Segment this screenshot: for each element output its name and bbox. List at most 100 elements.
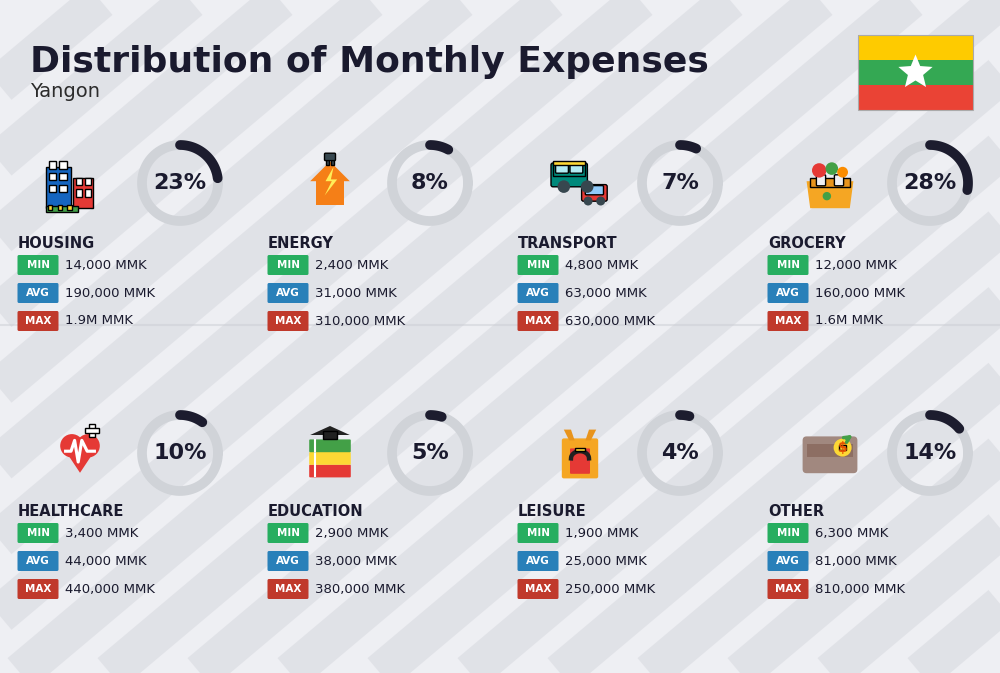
- FancyBboxPatch shape: [551, 163, 587, 187]
- Circle shape: [558, 180, 570, 193]
- Text: MIN: MIN: [276, 260, 300, 270]
- Text: AVG: AVG: [26, 288, 50, 298]
- Text: MIN: MIN: [526, 528, 550, 538]
- FancyBboxPatch shape: [58, 205, 62, 210]
- FancyBboxPatch shape: [268, 579, 308, 599]
- FancyBboxPatch shape: [59, 185, 66, 192]
- FancyBboxPatch shape: [839, 445, 846, 450]
- Text: 810,000 MMK: 810,000 MMK: [815, 583, 905, 596]
- FancyBboxPatch shape: [268, 255, 308, 275]
- Text: 14%: 14%: [903, 443, 957, 463]
- FancyBboxPatch shape: [48, 173, 56, 180]
- Text: 6,300 MMK: 6,300 MMK: [815, 526, 888, 540]
- FancyBboxPatch shape: [518, 579, 558, 599]
- Text: EDUCATION: EDUCATION: [268, 503, 364, 518]
- FancyBboxPatch shape: [18, 579, 58, 599]
- FancyBboxPatch shape: [326, 157, 329, 165]
- Text: MAX: MAX: [275, 316, 301, 326]
- Text: 630,000 MMK: 630,000 MMK: [565, 314, 655, 328]
- Text: MAX: MAX: [275, 584, 301, 594]
- Text: 1,900 MMK: 1,900 MMK: [565, 526, 638, 540]
- Text: AVG: AVG: [26, 556, 50, 566]
- Text: Yangon: Yangon: [30, 82, 100, 101]
- Text: AVG: AVG: [276, 288, 300, 298]
- Circle shape: [812, 163, 826, 178]
- FancyBboxPatch shape: [553, 163, 585, 176]
- Text: MIN: MIN: [776, 528, 800, 538]
- FancyBboxPatch shape: [858, 60, 973, 85]
- FancyBboxPatch shape: [310, 466, 315, 476]
- FancyBboxPatch shape: [48, 185, 56, 192]
- Text: 8%: 8%: [411, 173, 449, 193]
- Text: 440,000 MMK: 440,000 MMK: [65, 583, 155, 596]
- Polygon shape: [310, 426, 350, 435]
- Text: MAX: MAX: [25, 584, 51, 594]
- FancyBboxPatch shape: [807, 444, 853, 456]
- Text: 14,000 MMK: 14,000 MMK: [65, 258, 147, 271]
- Text: 12,000 MMK: 12,000 MMK: [815, 258, 897, 271]
- Text: 1.6M MMK: 1.6M MMK: [815, 314, 883, 328]
- FancyBboxPatch shape: [556, 164, 568, 173]
- FancyBboxPatch shape: [768, 311, 808, 331]
- Circle shape: [837, 167, 848, 178]
- FancyBboxPatch shape: [59, 173, 66, 180]
- FancyBboxPatch shape: [570, 164, 583, 173]
- FancyBboxPatch shape: [570, 448, 590, 474]
- FancyBboxPatch shape: [18, 283, 58, 303]
- Text: 4,800 MMK: 4,800 MMK: [565, 258, 638, 271]
- Text: 23%: 23%: [153, 173, 207, 193]
- Text: 44,000 MMK: 44,000 MMK: [65, 555, 147, 567]
- FancyBboxPatch shape: [331, 157, 334, 165]
- Polygon shape: [310, 162, 350, 181]
- Text: 31,000 MMK: 31,000 MMK: [315, 287, 397, 299]
- FancyBboxPatch shape: [268, 311, 308, 331]
- Text: 4%: 4%: [661, 443, 699, 463]
- Text: MAX: MAX: [775, 584, 801, 594]
- Text: ENERGY: ENERGY: [268, 236, 334, 250]
- Circle shape: [596, 197, 605, 205]
- Circle shape: [60, 434, 84, 458]
- FancyBboxPatch shape: [518, 551, 558, 571]
- Text: 3,400 MMK: 3,400 MMK: [65, 526, 138, 540]
- FancyBboxPatch shape: [324, 153, 336, 161]
- Polygon shape: [564, 429, 575, 440]
- FancyBboxPatch shape: [73, 178, 93, 208]
- Text: MIN: MIN: [26, 528, 50, 538]
- Text: MAX: MAX: [775, 316, 801, 326]
- Text: 250,000 MMK: 250,000 MMK: [565, 583, 655, 596]
- Text: MIN: MIN: [276, 528, 300, 538]
- Text: AVG: AVG: [526, 556, 550, 566]
- FancyBboxPatch shape: [18, 255, 58, 275]
- Polygon shape: [325, 167, 337, 196]
- FancyBboxPatch shape: [67, 205, 72, 210]
- Circle shape: [76, 434, 100, 458]
- FancyBboxPatch shape: [575, 448, 585, 451]
- Text: ●: ●: [822, 190, 831, 201]
- Text: GROCERY: GROCERY: [768, 236, 846, 250]
- FancyBboxPatch shape: [816, 175, 826, 186]
- FancyBboxPatch shape: [518, 255, 558, 275]
- FancyBboxPatch shape: [768, 579, 808, 599]
- Text: 7%: 7%: [661, 173, 699, 193]
- Text: MAX: MAX: [25, 316, 51, 326]
- Text: 63,000 MMK: 63,000 MMK: [565, 287, 647, 299]
- Text: 2,900 MMK: 2,900 MMK: [315, 526, 388, 540]
- Polygon shape: [585, 429, 596, 440]
- FancyBboxPatch shape: [85, 428, 99, 433]
- Text: MIN: MIN: [526, 260, 550, 270]
- FancyBboxPatch shape: [310, 440, 315, 451]
- FancyBboxPatch shape: [810, 178, 850, 186]
- Text: AVG: AVG: [776, 556, 800, 566]
- FancyBboxPatch shape: [768, 523, 808, 543]
- Text: 2,400 MMK: 2,400 MMK: [315, 258, 388, 271]
- Circle shape: [826, 162, 838, 175]
- FancyBboxPatch shape: [316, 180, 344, 205]
- FancyBboxPatch shape: [18, 311, 58, 331]
- FancyBboxPatch shape: [768, 255, 808, 275]
- FancyBboxPatch shape: [18, 523, 58, 543]
- FancyBboxPatch shape: [268, 283, 308, 303]
- FancyBboxPatch shape: [309, 464, 351, 477]
- FancyBboxPatch shape: [76, 178, 82, 185]
- FancyBboxPatch shape: [518, 523, 558, 543]
- FancyBboxPatch shape: [48, 162, 56, 169]
